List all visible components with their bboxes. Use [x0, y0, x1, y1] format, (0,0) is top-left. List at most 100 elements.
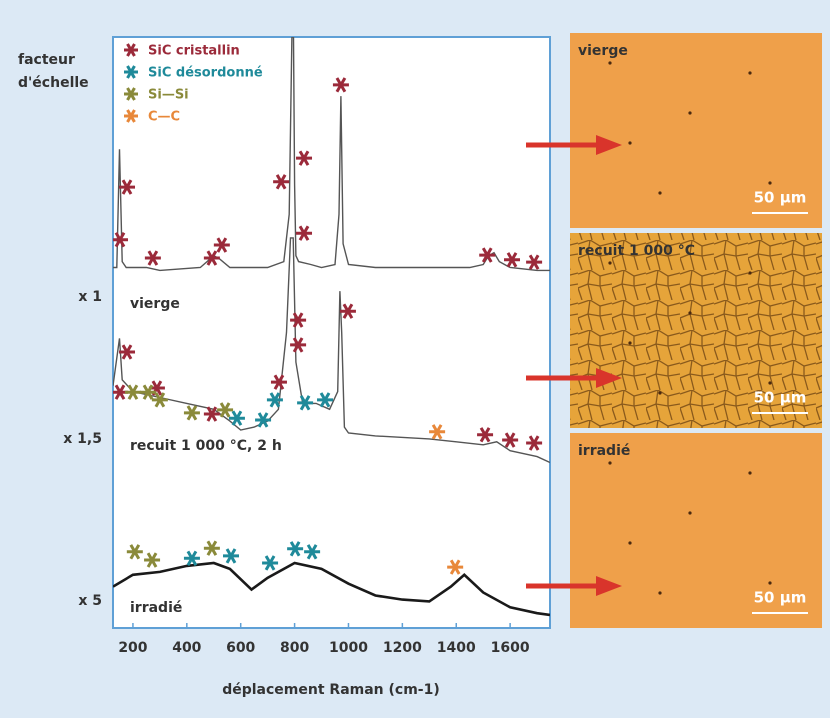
speck — [688, 511, 692, 515]
peak-marker — [126, 544, 143, 560]
scale-factor: x 1,5 — [63, 431, 102, 447]
peak-marker — [217, 402, 234, 418]
peak-marker — [203, 406, 220, 422]
peak-marker — [203, 540, 220, 556]
arrow-head — [596, 135, 622, 155]
peak-marker — [477, 427, 494, 443]
legend-marker — [124, 87, 138, 101]
peak-marker — [183, 550, 200, 566]
peak-marker — [504, 252, 521, 268]
x-axis-title: déplacement Raman (cm-1) — [222, 682, 440, 698]
legend-label: SiC désordonné — [148, 66, 263, 81]
x-tick-label: 200 — [118, 640, 147, 656]
micrograph-label: recuit 1 000 °C — [578, 243, 695, 259]
spectrum — [113, 37, 550, 272]
peak-marker — [429, 424, 446, 440]
peak-marker — [151, 392, 168, 408]
scale-bar-label: 50 µm — [754, 389, 807, 407]
peak-marker — [526, 254, 543, 270]
peak-marker — [124, 384, 141, 400]
peak-marker — [140, 384, 157, 400]
x-tick-label: 1000 — [329, 640, 368, 656]
x-tick-label: 400 — [172, 640, 201, 656]
speck — [608, 61, 612, 65]
scale-bar-label: 50 µm — [754, 189, 807, 207]
peak-marker — [287, 541, 304, 557]
speck — [688, 311, 692, 315]
peak-marker — [447, 559, 464, 575]
scale-bar-label: 50 µm — [754, 589, 807, 607]
arrow-head — [596, 368, 622, 388]
peak-marker — [479, 247, 496, 263]
speck — [688, 111, 692, 115]
peak-marker — [144, 250, 161, 266]
speck — [768, 381, 772, 385]
peak-marker — [113, 232, 129, 248]
peak-marker — [223, 548, 240, 564]
micrograph-label: irradié — [578, 443, 630, 459]
micrograph — [570, 433, 822, 628]
peak-marker — [213, 237, 230, 253]
plot-area — [112, 36, 551, 629]
series-label: irradié — [130, 600, 182, 616]
peak-marker — [119, 344, 136, 360]
peak-marker — [119, 179, 136, 195]
legend-marker — [124, 65, 138, 79]
speck — [628, 141, 632, 145]
peak-marker — [144, 552, 161, 568]
legend-marker — [124, 109, 138, 123]
x-tick-label: 1400 — [437, 640, 476, 656]
peak-marker — [332, 77, 349, 93]
scale-title: facteur — [18, 52, 75, 68]
peak-marker — [255, 412, 272, 428]
speck — [748, 71, 752, 75]
peak-marker — [273, 174, 290, 190]
speck — [658, 591, 662, 595]
arrow-head — [596, 576, 622, 596]
scale-factor: x 5 — [78, 593, 102, 609]
peak-marker — [339, 303, 356, 319]
micrograph — [570, 233, 822, 428]
x-tick-label: 800 — [280, 640, 309, 656]
peak-marker — [270, 374, 287, 390]
peak-marker — [266, 392, 283, 408]
series-label: recuit 1 000 °C, 2 h — [130, 438, 282, 454]
peak-marker — [228, 410, 245, 426]
speck — [768, 181, 772, 185]
peak-marker — [296, 225, 313, 241]
spectrum — [113, 237, 550, 464]
peak-marker — [317, 392, 334, 408]
speck — [658, 191, 662, 195]
peak-marker — [297, 395, 314, 411]
peak-marker — [290, 337, 307, 353]
x-tick-label: 600 — [226, 640, 255, 656]
scale-factor: x 1 — [78, 289, 102, 305]
legend-label: C—C — [148, 110, 180, 125]
peak-marker — [502, 432, 519, 448]
micrograph — [570, 33, 822, 228]
speck — [628, 541, 632, 545]
peak-marker — [304, 544, 321, 560]
legend-marker — [124, 43, 138, 57]
speck — [748, 471, 752, 475]
speck — [658, 391, 662, 395]
legend-label: Si—Si — [148, 88, 189, 103]
peak-marker — [262, 555, 279, 571]
micrograph-label: vierge — [578, 43, 628, 59]
peak-marker — [526, 435, 543, 451]
peak-marker — [296, 150, 313, 166]
speck — [768, 581, 772, 585]
legend-label: SiC cristallin — [148, 44, 240, 59]
x-tick-label: 1200 — [383, 640, 422, 656]
series-label: vierge — [130, 296, 180, 312]
peak-marker — [290, 312, 307, 328]
spectrum — [113, 561, 550, 617]
peak-marker — [203, 250, 220, 266]
speck — [748, 271, 752, 275]
speck — [608, 461, 612, 465]
x-tick-label: 1600 — [491, 640, 530, 656]
peak-marker — [183, 405, 200, 421]
scale-title: d'échelle — [18, 75, 89, 91]
speck — [608, 261, 612, 265]
